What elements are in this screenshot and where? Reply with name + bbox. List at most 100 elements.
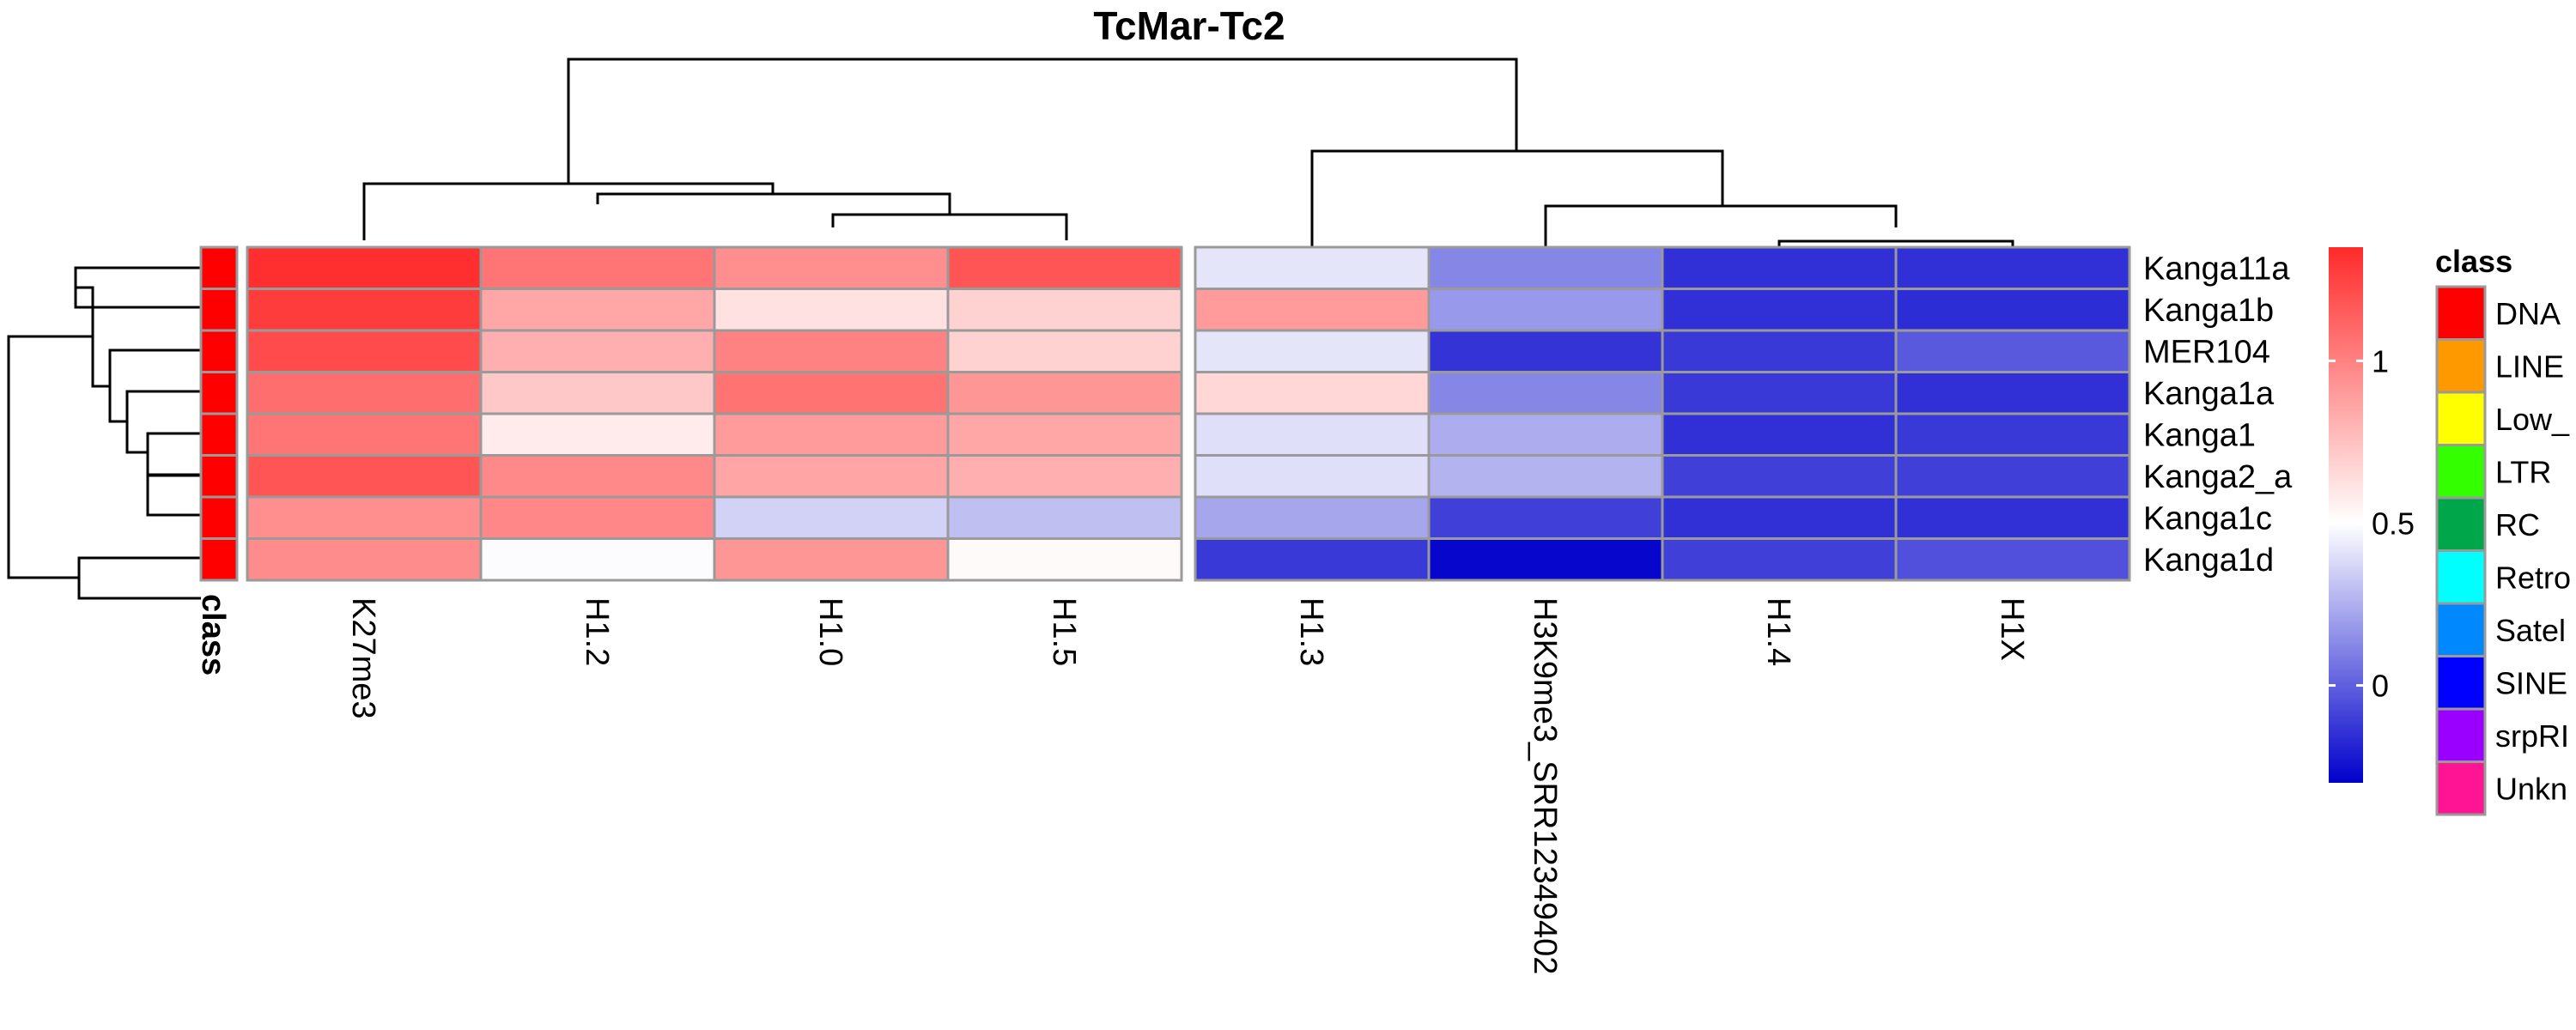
heatmap-cell xyxy=(946,412,1183,457)
heatmap-cell xyxy=(946,329,1183,373)
heatmap-cell xyxy=(479,537,716,582)
heatmap-cell xyxy=(1894,288,2131,332)
heatmap-cell xyxy=(246,329,483,373)
heatmap-cell xyxy=(946,288,1183,332)
row-label: Kanga1b xyxy=(2143,293,2274,329)
heatmap-cell xyxy=(246,288,483,332)
column-labels: K27me3 H1.2 H1.0 H1.5 H1.3 H3K9me3_SRR1234940… xyxy=(345,597,2030,974)
heatmap-cell xyxy=(946,371,1183,415)
column-label: H1.5 xyxy=(1046,597,1082,666)
heatmap-cell xyxy=(713,329,950,373)
annotation-cell xyxy=(199,495,239,540)
dendrogram-branch xyxy=(596,192,951,215)
dendrogram-branch xyxy=(1310,149,1724,247)
legend-swatch xyxy=(2435,338,2487,394)
heatmap-cell xyxy=(713,288,950,332)
heatmap-cell xyxy=(479,245,716,290)
legend-entry-label: LTR xyxy=(2495,454,2551,489)
heatmap-cells xyxy=(246,245,2131,582)
column-label: H1.4 xyxy=(1760,597,1796,666)
heatmap-cell xyxy=(946,495,1183,540)
heatmap-cell xyxy=(246,412,483,457)
dendrogram-branch xyxy=(362,182,775,240)
heatmap-cell xyxy=(479,288,716,332)
heatmap-cell xyxy=(1894,454,2131,499)
heatmap-cell xyxy=(479,329,716,373)
heatmap-cell xyxy=(1194,495,1431,540)
heatmap-cell xyxy=(1894,245,2131,290)
heatmap-cell xyxy=(1661,412,1898,457)
heatmap-cell xyxy=(246,454,483,499)
legend-entry-label: RC xyxy=(2495,507,2540,542)
class-legend: class DNA LINE Low_ LTR RC Retro Satel SINE srpR… xyxy=(2435,244,2571,816)
heatmap-cell xyxy=(246,537,483,582)
row-label: Kanga2_a xyxy=(2143,459,2293,495)
dendrogram-branch xyxy=(7,335,93,579)
annotation-cell xyxy=(199,245,239,290)
heatmap-cell xyxy=(1427,537,1664,582)
annotation-cell xyxy=(199,537,239,582)
row-dendrogram xyxy=(7,266,201,600)
heatmap-cell xyxy=(1894,329,2131,373)
legend-swatch xyxy=(2435,760,2487,816)
legend-entry-label: LINE xyxy=(2495,348,2564,384)
color-scale-bar xyxy=(2329,247,2363,783)
row-label: Kanga1a xyxy=(2143,376,2275,412)
legend-swatch xyxy=(2435,602,2487,657)
heatmap-cell xyxy=(1894,537,2131,582)
row-label: MER104 xyxy=(2143,334,2270,370)
dendrogram-branch xyxy=(108,348,201,423)
heatmap-cell xyxy=(1427,245,1664,290)
dendrogram-branch xyxy=(1544,204,1898,247)
heatmap-cell xyxy=(1894,371,2131,415)
annotation-cell xyxy=(199,412,239,457)
heatmap-cell xyxy=(246,495,483,540)
heatmap-cell xyxy=(1194,245,1431,290)
heatmap-cell xyxy=(479,371,716,415)
dendrogram-branch xyxy=(77,556,201,600)
heatmap-cell xyxy=(1194,454,1431,499)
heatmap-cell xyxy=(479,412,716,457)
legend-entry-label: srpRI xyxy=(2495,718,2569,754)
heatmap-cell xyxy=(1427,495,1664,540)
column-label: K27me3 xyxy=(345,597,381,719)
column-label: H3K9me3_SRR12349402 xyxy=(1527,597,1563,974)
row-label: Kanga1d xyxy=(2143,542,2274,579)
row-label: Kanga11a xyxy=(2143,251,2290,287)
legend-entry-label: Retro xyxy=(2495,560,2571,595)
heatmap-cell xyxy=(946,537,1183,582)
color-scale-legend: 00.51 xyxy=(2329,247,2415,783)
legend-swatch xyxy=(2435,444,2487,500)
annotation-cell xyxy=(199,454,239,499)
dendrogram-branch xyxy=(74,266,201,309)
legend-swatch xyxy=(2435,285,2487,341)
legend-entry-label: Unkn xyxy=(2495,771,2567,806)
annotation-axis-label: class xyxy=(195,594,231,676)
legend-swatch xyxy=(2435,549,2487,605)
legend-swatch xyxy=(2435,391,2487,446)
heatmap-cell xyxy=(946,454,1183,499)
legend-title: class xyxy=(2435,244,2512,279)
heatmap-cell xyxy=(1427,454,1664,499)
color-scale-tick-label: 1 xyxy=(2372,343,2389,379)
legend-swatch xyxy=(2435,655,2487,711)
heatmap-cell xyxy=(246,245,483,290)
heatmap-cell xyxy=(1894,495,2131,540)
legend-entry-label: Satel xyxy=(2495,613,2566,648)
heatmap-cell xyxy=(946,245,1183,290)
heatmap-cell xyxy=(246,371,483,415)
dendrogram-branch xyxy=(567,58,1518,184)
heatmap-cell xyxy=(1194,371,1431,415)
column-label: H1.0 xyxy=(812,597,848,666)
column-label: H1.3 xyxy=(1293,597,1329,666)
row-label: Kanga1c xyxy=(2143,500,2272,536)
dendrogram-branch xyxy=(146,474,201,517)
legend-swatch xyxy=(2435,707,2487,763)
annotation-cell xyxy=(199,329,239,373)
dendrogram-branch xyxy=(125,390,201,454)
column-label: H1X xyxy=(1994,597,2030,661)
dendrogram-branch xyxy=(1777,239,2014,247)
row-label: Kanga1 xyxy=(2143,417,2256,453)
heatmap-cell xyxy=(1194,329,1431,373)
